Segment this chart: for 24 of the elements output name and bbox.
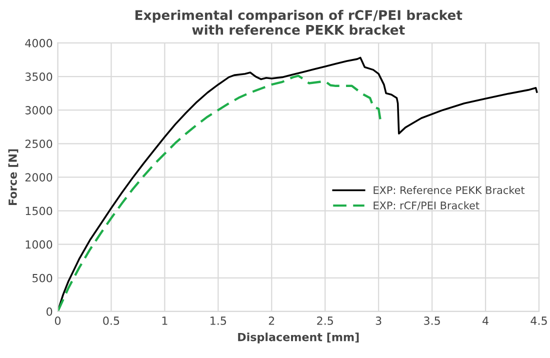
x-tick-label: 0.5 xyxy=(103,316,120,325)
x-tick-label: 3 xyxy=(376,316,382,325)
chart-title: Experimental comparison of rCF/PEI bracket with reference PEKK bracket xyxy=(135,10,462,35)
x-axis-title: Displacement [mm] xyxy=(238,332,359,344)
y-tick-label: 3000 xyxy=(25,106,52,114)
y-tick-label: 1000 xyxy=(26,240,52,249)
y-tick-label: 3500 xyxy=(25,72,52,81)
legend-label: EXP: Reference PEKK Bracket xyxy=(374,186,525,194)
y-tick-label: 4000 xyxy=(25,38,52,48)
x-tick-label: 4.5 xyxy=(530,316,547,325)
y-tick-label: 500 xyxy=(32,274,52,282)
y-tick-label: 0 xyxy=(46,307,52,316)
x-tick-label: 2 xyxy=(268,316,274,325)
x-tick-label: 3.5 xyxy=(424,316,440,325)
y-axis-title: Force [N] xyxy=(8,149,18,206)
x-tick-label: 1.5 xyxy=(210,316,226,325)
legend-label: EXP: rCF/PEI Bracket xyxy=(374,201,480,210)
y-tick-label: 2500 xyxy=(25,140,52,148)
x-tick-label: 1 xyxy=(162,316,168,325)
y-tick-label: 2000 xyxy=(25,173,52,182)
x-tick-label: 4 xyxy=(482,316,488,325)
x-tick-label: 2.5 xyxy=(317,316,333,325)
y-tick-label: 1500 xyxy=(26,206,52,216)
x-tick-label: 0 xyxy=(54,316,61,325)
